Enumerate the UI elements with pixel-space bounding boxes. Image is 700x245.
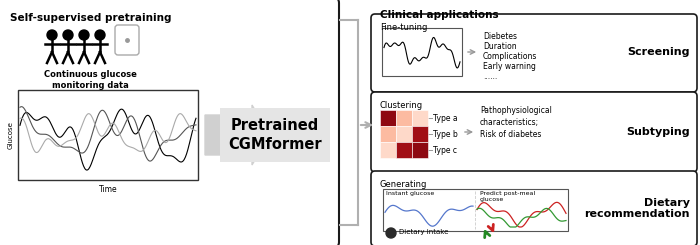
Text: Dietary intake: Dietary intake: [399, 229, 449, 235]
Bar: [396, 142, 412, 158]
Text: Continuous glucose
monitoring data: Continuous glucose monitoring data: [43, 70, 136, 90]
Bar: [383, 189, 568, 231]
Bar: [396, 126, 412, 142]
Text: Diebetes: Diebetes: [483, 32, 517, 41]
Bar: [380, 126, 396, 142]
Text: ......: ......: [483, 72, 497, 81]
Text: Clustering: Clustering: [380, 101, 423, 110]
Bar: [396, 110, 412, 126]
Circle shape: [63, 30, 73, 40]
Text: Type c: Type c: [433, 146, 457, 155]
Text: Generating: Generating: [380, 180, 428, 189]
Text: Instant glucose: Instant glucose: [386, 191, 434, 196]
FancyBboxPatch shape: [371, 171, 697, 245]
Circle shape: [47, 30, 57, 40]
Text: Screening: Screening: [627, 47, 690, 57]
Text: Subtyping: Subtyping: [626, 127, 690, 137]
Bar: [412, 110, 428, 126]
Text: Time: Time: [99, 185, 118, 194]
Bar: [382, 28, 462, 76]
Text: Complications: Complications: [483, 52, 538, 61]
Text: Fine-tuning: Fine-tuning: [380, 23, 428, 32]
Text: Glucose: Glucose: [8, 121, 14, 149]
Text: Pathophysiological
characteristics;
Risk of diabetes: Pathophysiological characteristics; Risk…: [480, 106, 552, 139]
Text: Clinical applications: Clinical applications: [380, 10, 498, 20]
Bar: [412, 126, 428, 142]
FancyBboxPatch shape: [115, 25, 139, 55]
Text: Self-supervised pretraining: Self-supervised pretraining: [10, 13, 172, 23]
FancyBboxPatch shape: [371, 14, 697, 92]
Bar: [18, 90, 198, 180]
FancyBboxPatch shape: [371, 92, 697, 172]
Bar: [380, 142, 396, 158]
Polygon shape: [205, 105, 270, 165]
Text: Dietary
recommendation: Dietary recommendation: [584, 198, 690, 219]
Text: Duration: Duration: [483, 42, 517, 51]
FancyBboxPatch shape: [0, 0, 339, 245]
Text: Pretrained
CGMformer: Pretrained CGMformer: [228, 118, 322, 152]
Circle shape: [386, 228, 396, 238]
Circle shape: [79, 30, 89, 40]
Bar: [412, 142, 428, 158]
Text: Type b: Type b: [433, 130, 458, 138]
Text: Type a: Type a: [433, 113, 458, 122]
Circle shape: [95, 30, 105, 40]
Text: Predict post-meal
glucose: Predict post-meal glucose: [480, 191, 535, 202]
Bar: [220, 108, 330, 162]
Bar: [380, 110, 396, 126]
Text: Early warning: Early warning: [483, 62, 536, 71]
